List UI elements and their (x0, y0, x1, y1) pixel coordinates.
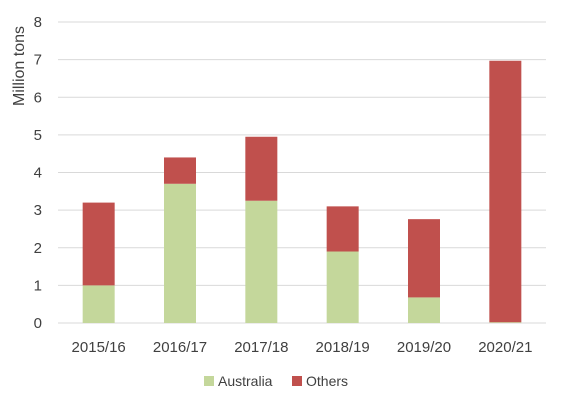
legend-swatch-australia (204, 376, 214, 386)
bar-australia-2018-19 (326, 251, 359, 323)
y-axis-title: Million tons (11, 26, 28, 106)
bar-others-2017-18 (245, 136, 278, 201)
bar-others-2019-20 (408, 219, 440, 298)
bar-others-2016-17 (164, 157, 196, 184)
y-tick-label: 5 (34, 127, 42, 144)
x-category-label: 2018/19 (316, 339, 370, 356)
y-tick-label: 6 (34, 89, 42, 106)
bar-australia-2016-17 (164, 183, 196, 323)
bar-others-2015-16 (82, 202, 115, 286)
x-category-label: 2016/17 (153, 339, 207, 356)
x-category-label: 2019/20 (397, 339, 451, 356)
legend: Australia Others (204, 373, 348, 389)
bar-australia-2015-16 (82, 285, 115, 323)
y-tick-label: 2 (34, 240, 42, 257)
bar-australia-2019-20 (408, 297, 440, 323)
y-tick-label: 3 (34, 202, 42, 219)
bars (82, 60, 522, 323)
y-tick-label: 4 (34, 165, 42, 182)
x-category-label: 2015/16 (72, 339, 126, 356)
legend-swatch-others (292, 376, 302, 386)
y-tick-label: 0 (34, 315, 42, 332)
x-category-label: 2017/18 (234, 339, 288, 356)
x-axis-categories: 2015/16 2016/17 2017/18 2018/19 2019/20 2020/… (72, 339, 533, 356)
y-axis-ticks: 0 1 2 3 4 5 6 7 8 (34, 14, 42, 332)
bar-others-2020-21 (489, 60, 522, 323)
legend-label-australia: Australia (218, 373, 273, 389)
gridlines (58, 21, 546, 324)
bar-australia-2020-21 (489, 322, 522, 323)
x-category-label: 2020/21 (478, 339, 532, 356)
y-tick-label: 1 (34, 277, 42, 294)
y-tick-label: 8 (34, 14, 42, 31)
legend-label-others: Others (306, 373, 348, 389)
bar-australia-2017-18 (245, 200, 278, 323)
y-tick-label: 7 (34, 52, 42, 69)
bar-others-2018-19 (326, 206, 359, 252)
